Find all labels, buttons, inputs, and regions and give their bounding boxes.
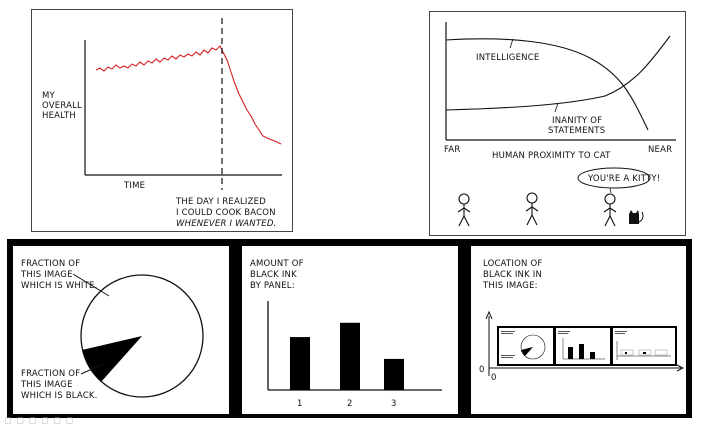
stick-figure-far [457, 193, 471, 227]
loc-title-line-2: BLACK INK IN [483, 270, 542, 280]
bar-1 [290, 337, 310, 390]
cat-proximity-svg: INTELLIGENCE INANITY OF STATEMENTS FAR H… [444, 22, 676, 227]
loc-zero-x: 0 [491, 373, 497, 383]
axis-title: HUMAN PROXIMITY TO CAT [492, 151, 611, 161]
health-line [95, 45, 282, 145]
bar-title-line-3: BY PANEL: [250, 281, 295, 291]
black-label-line-3: WHICH IS BLACK. [21, 391, 98, 401]
pie-black-slice [82, 336, 142, 382]
caption-line-1: THE DAY I REALIZED [175, 197, 266, 207]
panel-bar-chart: AMOUNT OF BLACK INK BY PANEL: 1 2 3 [242, 246, 458, 414]
inanity-curve [445, 35, 671, 111]
bar-tick-label-2: 2 [347, 399, 353, 409]
panel-cat-proximity: INTELLIGENCE INANITY OF STATEMENTS FAR H… [429, 11, 686, 236]
bar-tick-label-1: 1 [297, 399, 303, 409]
loc-title-line-1: LOCATION OF [483, 259, 542, 269]
pie-svg: FRACTION OF THIS IMAGE WHICH IS WHITE. F… [20, 259, 204, 401]
inanity-label-line-2: STATEMENTS [548, 126, 605, 136]
stick-figure-near [603, 193, 617, 227]
intelligence-curve [445, 38, 649, 131]
bar-title-line-1: AMOUNT OF [250, 259, 304, 269]
y-label-line-2: OVERALL [42, 101, 82, 111]
black-label-line-1: FRACTION OF [21, 369, 80, 379]
loc-zero-y: 0 [479, 365, 485, 375]
stick-figure-mid [525, 192, 539, 226]
speech-text: YOU'RE A KITTY! [587, 174, 660, 184]
caption-line-3: WHENEVER I WANTED. [176, 219, 276, 229]
ink-location-svg: LOCATION OF BLACK INK IN THIS IMAGE: 0 0 [479, 259, 685, 383]
bar-title-line-2: BLACK INK [250, 270, 297, 280]
white-label-line-1: FRACTION OF [21, 259, 80, 269]
bar-3 [384, 358, 404, 390]
black-label-line-2: THIS IMAGE [20, 380, 73, 390]
panel-ink-location: LOCATION OF BLACK INK IN THIS IMAGE: 0 0 [471, 246, 686, 414]
mini-comic [497, 326, 677, 366]
axis-far: FAR [444, 145, 460, 155]
panel-pie: FRACTION OF THIS IMAGE WHICH IS WHITE. F… [13, 246, 229, 414]
intelligence-label: INTELLIGENCE [476, 53, 539, 63]
inanity-label-line-1: INANITY OF [552, 116, 602, 126]
x-label: TIME [123, 181, 145, 191]
bar-chart-svg: AMOUNT OF BLACK INK BY PANEL: 1 2 3 [250, 259, 442, 409]
white-label-line-3: WHICH IS WHITE. [21, 281, 98, 291]
white-label-line-2: THIS IMAGE [20, 270, 73, 280]
health-graph-svg: MY OVERALL HEALTH TIME THE DAY I REALIZE… [42, 18, 282, 229]
loc-title-line-3: THIS IMAGE: [482, 281, 538, 291]
bar-tick-label-3: 3 [391, 399, 397, 409]
caption-line-2: I COULD COOK BACON [176, 208, 276, 218]
page-control-icons: ◻ ◻ ◻ ◻ ◻ ◻ [4, 416, 75, 426]
y-label-line-1: MY [42, 91, 56, 101]
y-label-line-3: HEALTH [42, 111, 76, 121]
axis-near: NEAR [648, 145, 672, 155]
cat-icon [629, 210, 644, 224]
panel-health-graph: MY OVERALL HEALTH TIME THE DAY I REALIZE… [31, 9, 293, 232]
bar-2 [340, 322, 360, 390]
speech-bubble [577, 167, 651, 189]
